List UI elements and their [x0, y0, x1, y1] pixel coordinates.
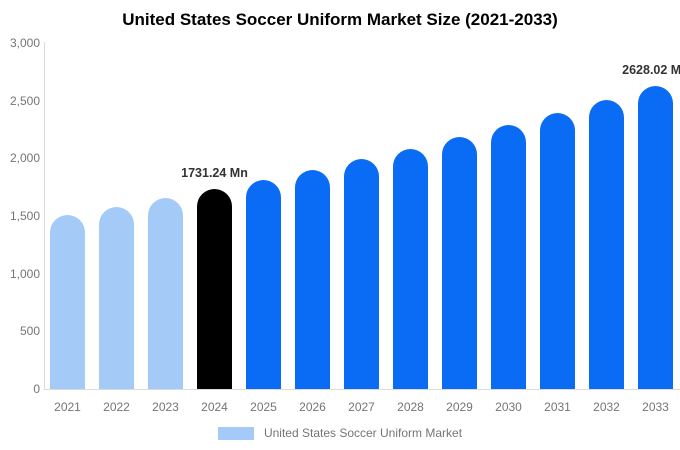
x-tick-label-2032: 2032 [593, 400, 620, 414]
data-label-2024: 1731.24 Mn [181, 166, 248, 181]
y-tick-label-2000: 2,000 [9, 151, 40, 166]
y-tick-label-3000: 3,000 [9, 36, 40, 50]
legend: United States Soccer Uniform Market [0, 426, 680, 440]
y-tick-label-2500: 2,500 [9, 93, 40, 108]
y-axis-line [44, 42, 45, 389]
data-label-2033: 2628.02 Mn [622, 62, 680, 77]
bar-2027 [344, 159, 379, 389]
bar-2033 [638, 85, 673, 389]
x-tick-label-2031: 2031 [544, 400, 571, 414]
bar-2031 [540, 112, 575, 389]
x-tick-label-2030: 2030 [495, 400, 522, 414]
x-tick-label-2026: 2026 [299, 400, 326, 414]
y-tick-label-1500: 1,500 [9, 209, 40, 223]
legend-swatch[interactable] [217, 426, 254, 440]
x-tick-label-2033: 2033 [642, 400, 669, 414]
x-tick-label-2022: 2022 [103, 400, 130, 414]
bar-2022 [99, 207, 134, 389]
x-tick-label-2021: 2021 [54, 400, 81, 414]
bar-2030 [491, 125, 526, 389]
bar-2032 [589, 99, 624, 389]
chart-title: United States Soccer Uniform Market Size… [122, 10, 558, 29]
bar-2023 [148, 198, 183, 389]
x-tick-label-2024: 2024 [201, 400, 228, 414]
x-tick-label-2029: 2029 [446, 400, 473, 414]
bar-2029 [442, 137, 477, 389]
bar-2028 [393, 148, 428, 389]
bar-2024 [197, 189, 232, 389]
bar-2026 [295, 169, 330, 389]
bar-2025 [246, 179, 281, 389]
y-tick-label-0: 0 [33, 382, 40, 396]
bar-2021 [50, 215, 85, 389]
x-tick-label-2028: 2028 [397, 400, 424, 414]
y-tick-label-1000: 1,000 [9, 266, 40, 281]
y-tick-label-500: 500 [19, 324, 40, 339]
x-tick-label-2025: 2025 [250, 400, 277, 414]
legend-item-label[interactable]: United States Soccer Uniform Market [263, 426, 463, 440]
x-axis-line [44, 389, 680, 390]
x-tick-label-2023: 2023 [152, 400, 179, 414]
x-tick-label-2027: 2027 [348, 400, 375, 414]
